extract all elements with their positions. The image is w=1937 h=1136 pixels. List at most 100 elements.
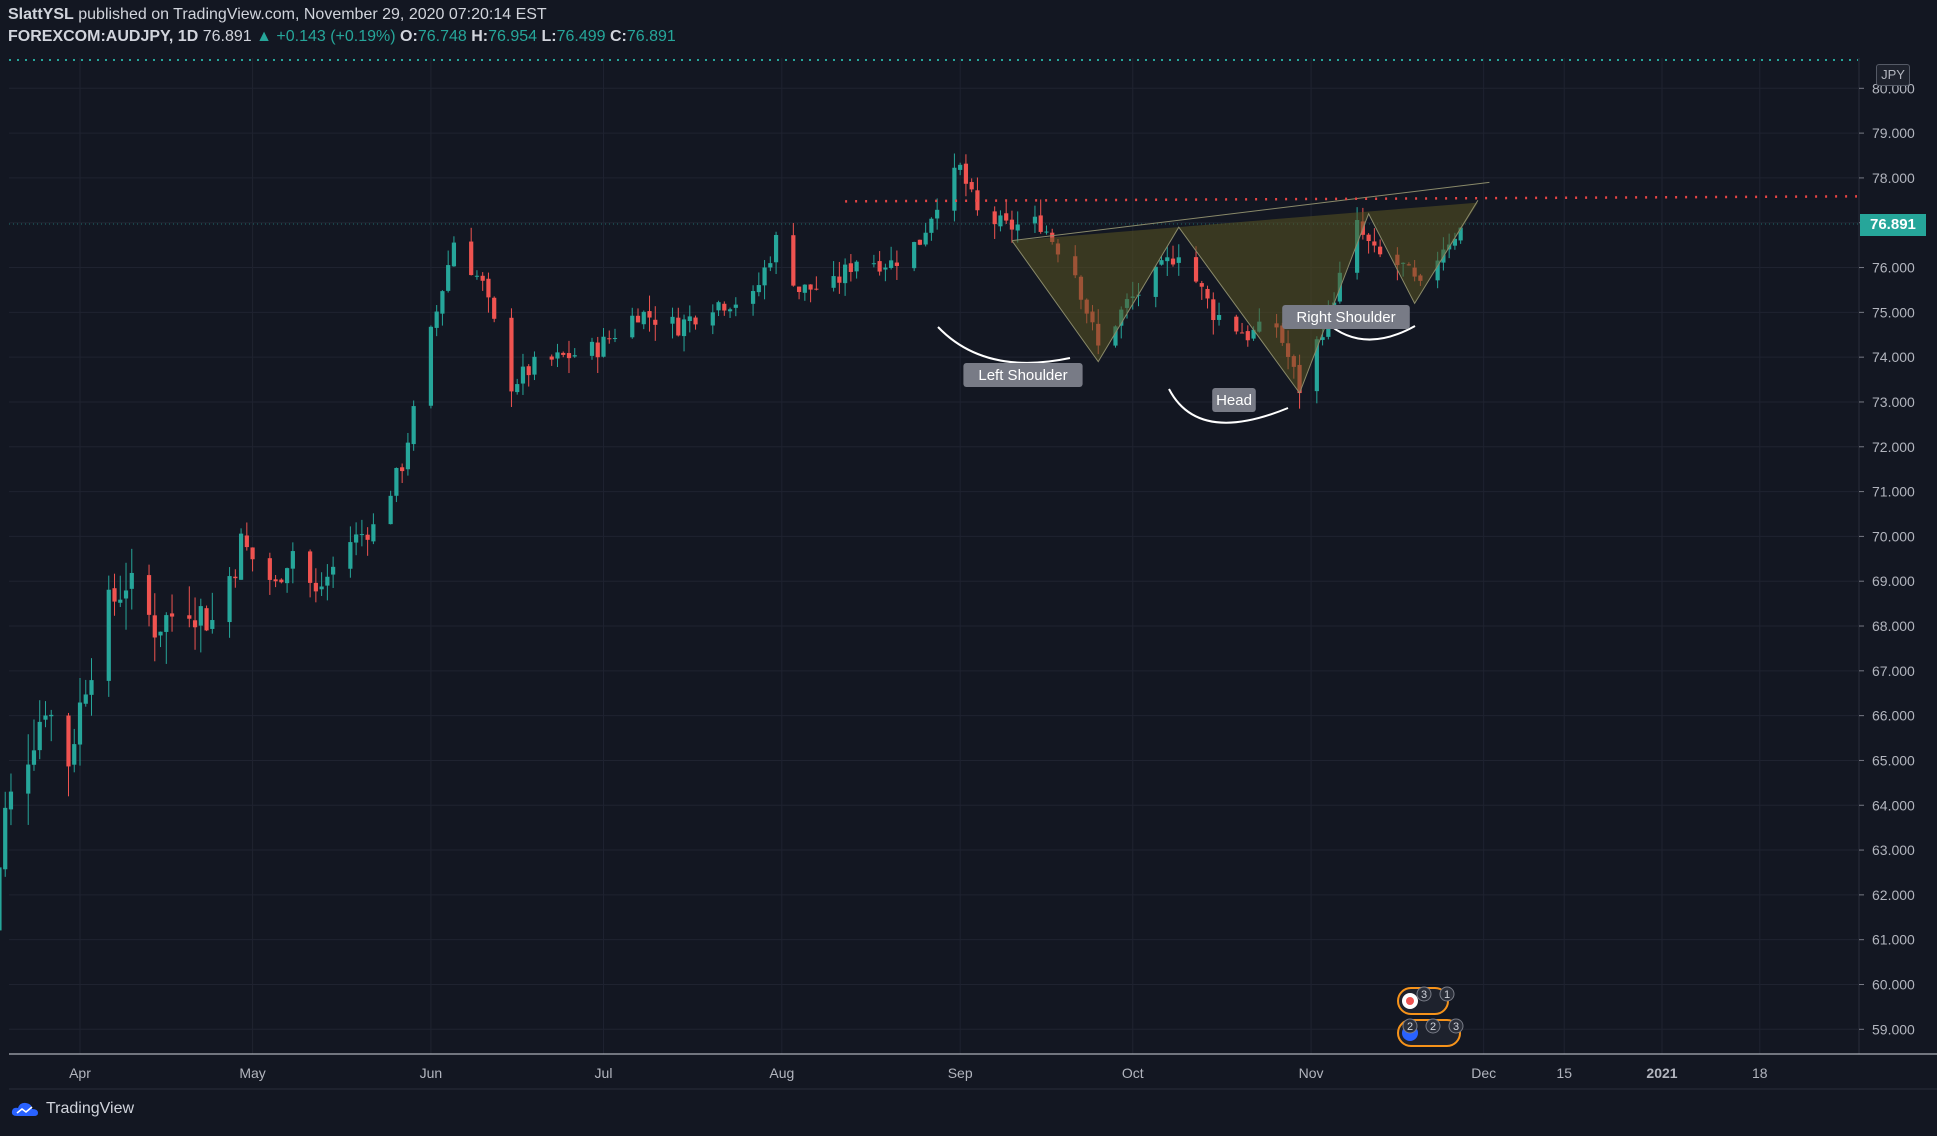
candle-body — [894, 262, 899, 266]
candle-body — [756, 285, 761, 293]
candle-body — [1435, 260, 1440, 281]
price-tick-label: 64.000 — [1872, 797, 1915, 813]
candle-body — [1366, 234, 1371, 242]
last-price: 76.891 — [202, 28, 252, 45]
price-tick-label: 66.000 — [1872, 708, 1915, 724]
event-count-badge[interactable] — [1402, 1018, 1418, 1034]
candle-body — [365, 534, 370, 540]
candle-body — [250, 547, 255, 560]
left-shoulder-label-bg[interactable] — [963, 363, 1083, 387]
candle-body — [325, 576, 330, 586]
candle-body — [279, 579, 284, 583]
candle-body — [509, 317, 514, 392]
candle-body — [1234, 316, 1239, 332]
candle-body — [641, 311, 646, 325]
candle-body — [359, 534, 364, 536]
candle-body — [889, 260, 894, 269]
candle-body — [77, 702, 83, 745]
pattern-outline[interactable] — [1011, 200, 1479, 395]
candle-body — [238, 533, 244, 580]
candle-body — [152, 615, 157, 638]
time-tick-label: Sep — [948, 1065, 973, 1081]
candle-body — [630, 315, 635, 338]
candle-body — [1038, 215, 1043, 232]
candle-body — [486, 278, 491, 298]
price-tick-label: 79.000 — [1872, 125, 1915, 141]
candle-body — [612, 338, 618, 340]
head-label: Head — [1216, 392, 1252, 409]
candle-body — [1165, 257, 1170, 262]
time-axis[interactable]: Apr May Jun Jul Aug Sep Oct Nov Dec 15 2021 18 — [9, 1053, 1937, 1090]
candle-body — [233, 576, 238, 579]
candle-body — [635, 315, 641, 323]
candle-body — [1211, 299, 1216, 321]
head-label-bg[interactable] — [1212, 388, 1256, 412]
candle-body — [1251, 329, 1256, 339]
candle-body — [1032, 216, 1038, 224]
candle-body — [1320, 337, 1325, 340]
symbol-name[interactable]: FOREXCOM:AUDJPY, 1D — [8, 28, 199, 45]
candle-body — [532, 356, 537, 375]
candle-body — [1176, 257, 1181, 263]
footer: TradingView — [0, 1090, 1937, 1136]
author-name[interactable]: SlattYSL — [8, 6, 74, 23]
candle-body — [204, 608, 209, 631]
flag-icon-dot — [1406, 997, 1414, 1005]
candle-body — [1245, 331, 1250, 341]
candle-body — [1004, 213, 1009, 221]
candle-body — [451, 242, 457, 267]
candle-body — [1239, 332, 1245, 334]
head-and-shoulders-pattern[interactable]: Left Shoulder Head Right Shoulder — [845, 181, 1858, 424]
candle-body — [653, 319, 658, 325]
candle-body — [843, 264, 848, 284]
open-value: 76.748 — [417, 28, 467, 45]
left-shoulder-arc[interactable] — [937, 326, 1071, 364]
candle-body — [1050, 232, 1055, 242]
candle-body — [1314, 339, 1319, 392]
event-count-badge[interactable] — [1425, 1018, 1441, 1034]
candle-body — [308, 551, 313, 583]
candle-body — [1452, 238, 1458, 246]
price-tick-label: 63.000 — [1872, 842, 1915, 858]
candle-body — [1205, 288, 1210, 299]
head-arc[interactable] — [1168, 388, 1289, 424]
high-label: H: — [471, 28, 489, 45]
price-tick-label: 72.000 — [1872, 439, 1915, 455]
neckline[interactable] — [1011, 181, 1490, 242]
time-tick-label: 15 — [1556, 1065, 1572, 1081]
candle-body — [164, 615, 169, 632]
candle-body — [831, 276, 836, 288]
event-count-badge[interactable] — [1416, 986, 1432, 1002]
candle-body — [958, 164, 963, 170]
price-tick-label: 70.000 — [1872, 528, 1915, 544]
event-count-badge[interactable] — [1448, 1018, 1464, 1034]
time-tick-label: Jul — [595, 1065, 613, 1081]
candle-body — [440, 291, 445, 314]
currency-badge[interactable]: JPY — [1876, 64, 1910, 86]
pattern-fill — [1011, 202, 1478, 394]
candle-body — [762, 267, 767, 286]
open-label: O: — [400, 28, 418, 45]
event-count-badge[interactable] — [1439, 986, 1455, 1002]
current-price-tag: 76.891 — [1860, 214, 1926, 236]
candle-body — [1216, 314, 1222, 320]
candle-body — [601, 336, 606, 357]
publish-info: SlattYSL published on TradingView.com, N… — [8, 6, 547, 24]
event-badges[interactable]: 3 1 2 2 3 — [1397, 986, 1464, 1047]
candle-body — [952, 167, 957, 211]
price-tick-label: 60.000 — [1872, 976, 1915, 992]
candle-body — [388, 495, 393, 525]
price-tick-label: 67.000 — [1872, 663, 1915, 679]
candle-body — [394, 467, 399, 496]
plot-area[interactable] — [9, 58, 1859, 1054]
candle-body — [118, 599, 123, 603]
candle-body — [871, 263, 876, 265]
candle-body — [129, 572, 134, 589]
price-tick-label: 78.000 — [1872, 170, 1915, 186]
candle-body — [313, 582, 318, 592]
tradingview-logo[interactable]: TradingView — [10, 1100, 134, 1118]
price-axis[interactable]: 80.00079.00078.00077.00076.00075.00074.0… — [1858, 58, 1937, 1054]
right-shoulder-label-bg[interactable] — [1282, 305, 1410, 329]
candle-body — [210, 620, 215, 629]
